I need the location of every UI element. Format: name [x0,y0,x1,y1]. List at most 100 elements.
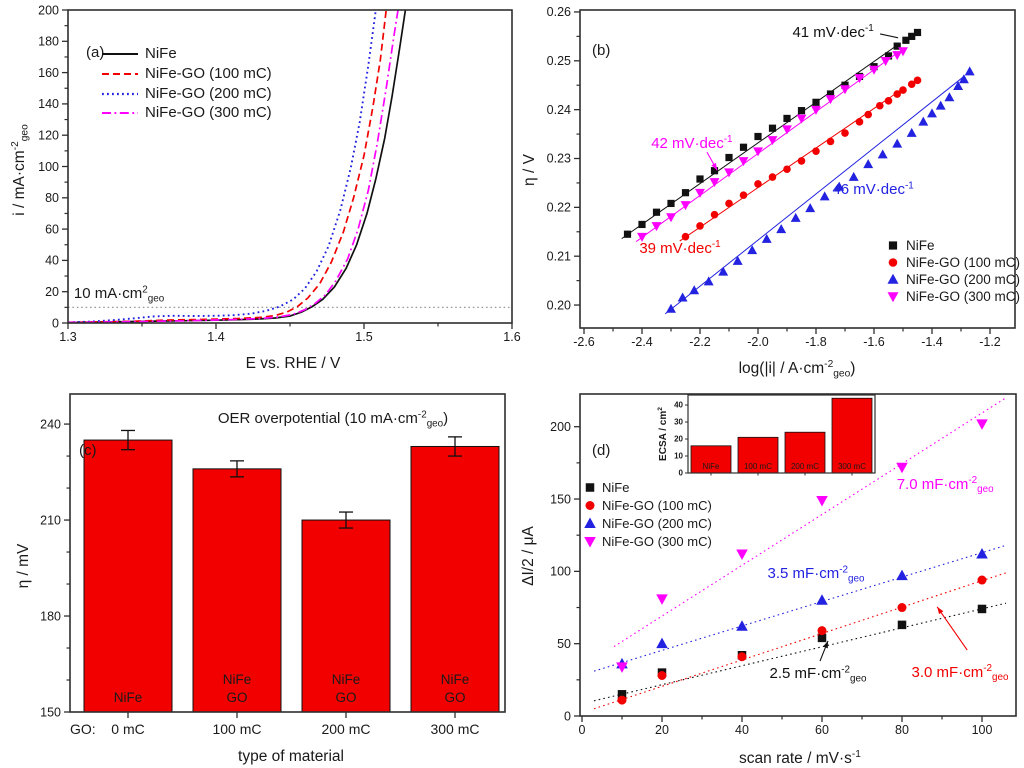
circle-marker [893,90,902,98]
error-bar [121,429,135,451]
y-tick-label: 240 [40,417,61,431]
legend-item-label: NiFe [602,480,629,495]
triangle-up-marker [887,273,899,284]
circle-marker [897,603,907,613]
triangle-up-marker [677,292,688,302]
triangle-up-marker [816,594,828,605]
inset-y-tick-label: 30 [674,418,683,427]
series-NiFe-GO (100 mC) [679,76,922,242]
panel-letter: (b) [592,42,610,59]
triangle-up-marker [953,81,964,91]
capacitance-fit-line [593,572,1007,710]
y-tick-label: 0 [564,709,571,723]
triangle-down-marker [796,114,807,124]
y-tick-label: 160 [38,66,59,80]
tafel-fit-line [635,52,898,242]
circle-marker [907,80,916,89]
legend-item-label: NiFe-GO (100 mC) [906,255,1020,270]
triangle-up-marker [896,569,908,581]
triangle-up-marker [976,547,988,559]
triangle-up-marker [584,517,596,528]
legend-a: NiFe NiFe-GO (100 mC) NiFe-GO (200 mC) NiFe… [102,45,272,121]
legend-item-label: NiFe-GO (200 mC) [145,85,272,102]
circle-marker [817,626,827,636]
circle-marker [855,118,864,126]
circle-marker [768,173,777,181]
bar-0 mC [83,439,173,713]
square-marker [893,42,901,50]
y-tick-label: 50 [557,637,571,651]
annotation: 2.5 mF·cm-2geo [770,640,867,684]
circle-marker [754,180,762,188]
annotation-text: 3.5 mF·cm-2geo [768,564,865,584]
circle-marker [783,165,791,174]
x-tick-label: -2.4 [631,335,653,349]
series-NiFe-GO (200 mC) [664,66,975,315]
triangle-down-marker [666,213,676,223]
triangle-up-marker [666,303,676,313]
square-marker [783,114,791,123]
panel-letter: (a) [86,44,104,61]
square-marker [888,241,898,250]
inset-bar-300 mC [831,397,873,474]
square-marker [812,98,820,106]
inset-bar-label: 100 mC [744,462,772,471]
triangle-down-marker [825,95,836,105]
triangle-down-marker [811,105,821,115]
legend-item-label: NiFe-GO (100 mC) [145,65,272,82]
circle-marker [884,97,893,105]
curve-NiFe-GO (200 mC) [67,9,377,324]
error-bar [230,460,244,478]
triangle-up-marker [877,149,888,159]
y-tick-label: 0.22 [547,201,571,215]
inset-bar-label: 200 mC [791,462,819,471]
triangle-down-marker [753,147,763,157]
triangle-down-marker [892,51,903,61]
triangle-down-marker [680,201,691,211]
panel-b: 41 mV·dec-1 42 mV·dec-1 39 mV·dec-1 46 mV·d… [521,5,1020,379]
x-tick-label: 40 [735,723,749,737]
inset-y-axis-title: ECSA / cm2 [657,407,669,461]
panel-d-inset: NiFe 100 mC 200 mC 300 mC 0 10 20 30 40 ECSA / cm… [657,394,876,478]
triangle-down-marker [767,136,778,146]
triangle-down-marker [880,56,891,66]
triangle-down-marker [887,292,899,303]
square-marker [817,633,827,643]
square-marker [696,175,704,183]
circle-marker [696,222,704,230]
square-marker [884,52,893,60]
triangle-down-marker [840,85,850,95]
y-tick-label: 20 [45,285,59,299]
annotation-text: 46 mV·dec-1 [832,180,914,198]
x-axis-title: E vs. RHE / V [246,355,341,372]
annotation: 3.5 mF·cm-2geo [768,564,865,584]
y-axis-title: ΔI/2 / μA [520,525,537,585]
curve-NiFe [67,9,407,324]
square-marker [797,107,806,115]
y-tick-label: 0.25 [547,54,571,68]
triangle-up-marker [935,100,946,110]
inset-y-tick-label: 10 [674,452,683,461]
triangle-down-marker [738,157,749,167]
triangle-down-marker [616,662,628,673]
annotation: 7.0 mF·cm-2geo [897,475,994,495]
x-tick-label: 0 [579,723,586,737]
square-marker [913,28,922,37]
triangle-down-marker [869,65,879,75]
y-tick-label: 0.26 [547,5,571,19]
y-axis-title: i / mA·cm-2geo [10,124,30,216]
axes: 150 180 210 240 0 mC 100 mC 200 mC 300 mC GO: [40,393,506,737]
square-marker [768,124,777,132]
panel-letter: (d) [592,442,610,459]
triangle-up-marker [958,74,969,84]
annotation-text: 42 mV·dec-1 [651,134,733,152]
bars: NiFe NiFe GO NiFe GO NiFe GO [83,429,500,713]
legend-item-label: NiFe [906,238,935,253]
circle-marker [899,86,907,94]
x-category-label: 300 mC [430,721,479,737]
x-tick-label: -1.6 [863,335,885,349]
inset-bar-200 mC [784,431,826,474]
legend-b: NiFe NiFe-GO (100 mC) NiFe-GO (200 mC) NiFe… [887,238,1020,304]
